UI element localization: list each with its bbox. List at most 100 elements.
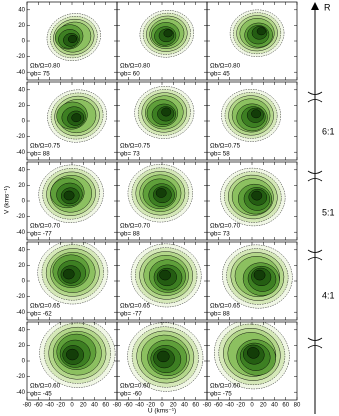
x-tick-label: -20 [146, 403, 155, 409]
contours [38, 164, 104, 223]
x-tick-label: 0 [250, 403, 254, 409]
panel-angle: φb= 45 [210, 71, 230, 78]
contours [130, 243, 202, 308]
x-tick-label: 40 [91, 403, 98, 409]
y-tick-label: 40 [18, 7, 25, 13]
contour [68, 34, 78, 43]
contours [220, 167, 286, 227]
y-tick-label: 0 [22, 359, 26, 365]
contour [163, 29, 173, 38]
y-tick-label: -40 [16, 150, 25, 156]
contours [221, 89, 281, 142]
x-tick-label: -80 [23, 403, 32, 409]
y-tick-label: -20 [16, 374, 25, 380]
x-tick-label: 20 [260, 403, 267, 409]
panel-angle: φb= -45 [30, 391, 52, 398]
contours [127, 322, 204, 392]
contour [251, 190, 263, 201]
panel-angle: φb= -77 [30, 231, 52, 238]
contours [46, 13, 101, 61]
panel-angle: φb= 88 [120, 231, 140, 238]
x-tick-label: -40 [135, 403, 144, 409]
x-axis-title: U (kms⁻¹) [148, 408, 176, 415]
y-tick-label: -40 [16, 310, 25, 316]
contours [134, 86, 195, 139]
y-tick-label: -20 [16, 134, 25, 140]
panel-ratio: Ωb/Ω=0.70 [30, 223, 61, 230]
y-tick-label: 0 [22, 119, 26, 125]
x-tick-label: 60 [102, 403, 109, 409]
y-tick-label: 40 [18, 247, 25, 253]
panel-ratio: Ωb/Ω=0.75 [30, 143, 61, 150]
contour [62, 268, 75, 280]
resonance-brackets [307, 91, 323, 349]
x-tick-label: 60 [192, 403, 199, 409]
x-tick-label: -60 [214, 403, 223, 409]
contour [256, 27, 266, 36]
x-tick-label: 40 [271, 403, 278, 409]
contours [214, 322, 290, 390]
y-axis-title: V (kms⁻¹) [4, 186, 11, 214]
contour [71, 113, 82, 123]
panel-ratio: Ωb/Ω=0.80 [30, 63, 61, 70]
panel-angle: φb= 60 [120, 71, 140, 78]
resonance-label: 6:1 [322, 126, 335, 136]
panel-ratio: Ωb/Ω=0.80 [210, 63, 241, 70]
panel-ratio: Ωb/Ω=0.80 [120, 63, 151, 70]
panel-angle: φb= 73 [120, 151, 140, 158]
contour [63, 190, 75, 201]
x-tick-label: -40 [45, 403, 54, 409]
panel-ratio: Ωb/Ω=0.65 [120, 303, 151, 310]
panel-ratio: Ωb/Ω=0.60 [210, 383, 241, 390]
x-tick-label: -20 [56, 403, 65, 409]
resonance-label: 5:1 [322, 207, 335, 217]
contours [127, 164, 193, 223]
panel-angle: φb= -77 [120, 311, 142, 318]
radius-arrow [311, 2, 319, 10]
y-tick-label: 40 [18, 327, 25, 333]
panel-angle: φb= -75 [210, 391, 232, 398]
contour [253, 269, 266, 281]
y-tick-label: -40 [16, 230, 25, 236]
y-tick-label: 20 [18, 263, 25, 269]
y-tick-label: 40 [18, 87, 25, 93]
panel-ratio: Ωb/Ω=0.65 [30, 303, 61, 310]
y-tick-label: -40 [16, 70, 25, 76]
y-tick-label: 20 [18, 103, 25, 109]
panel-angle: φb= 58 [210, 151, 230, 158]
x-tick-label: -60 [124, 403, 133, 409]
y-tick-label: 40 [18, 167, 25, 173]
panel-ratio: Ωb/Ω=0.60 [120, 383, 151, 390]
contours [139, 10, 194, 58]
radius-label: R [324, 2, 331, 12]
x-tick-label: -80 [113, 403, 122, 409]
x-tick-label: 20 [80, 403, 87, 409]
contour [161, 107, 172, 117]
panel-ratio: Ωb/Ω=0.70 [210, 223, 241, 230]
panel-angle: φb= 88 [30, 151, 50, 158]
y-tick-label: 20 [18, 23, 25, 29]
x-tick-label: 20 [170, 403, 177, 409]
panel-ratio: Ωb/Ω=0.65 [210, 303, 241, 310]
contours [37, 242, 109, 305]
contour [247, 347, 260, 359]
panel-ratio: Ωb/Ω=0.75 [120, 143, 151, 150]
contours [222, 244, 293, 309]
panel-angle: φb= -60 [120, 391, 142, 398]
y-tick-label: 0 [22, 279, 26, 285]
x-tick-label: 0 [70, 403, 74, 409]
y-tick-label: -40 [16, 390, 25, 396]
